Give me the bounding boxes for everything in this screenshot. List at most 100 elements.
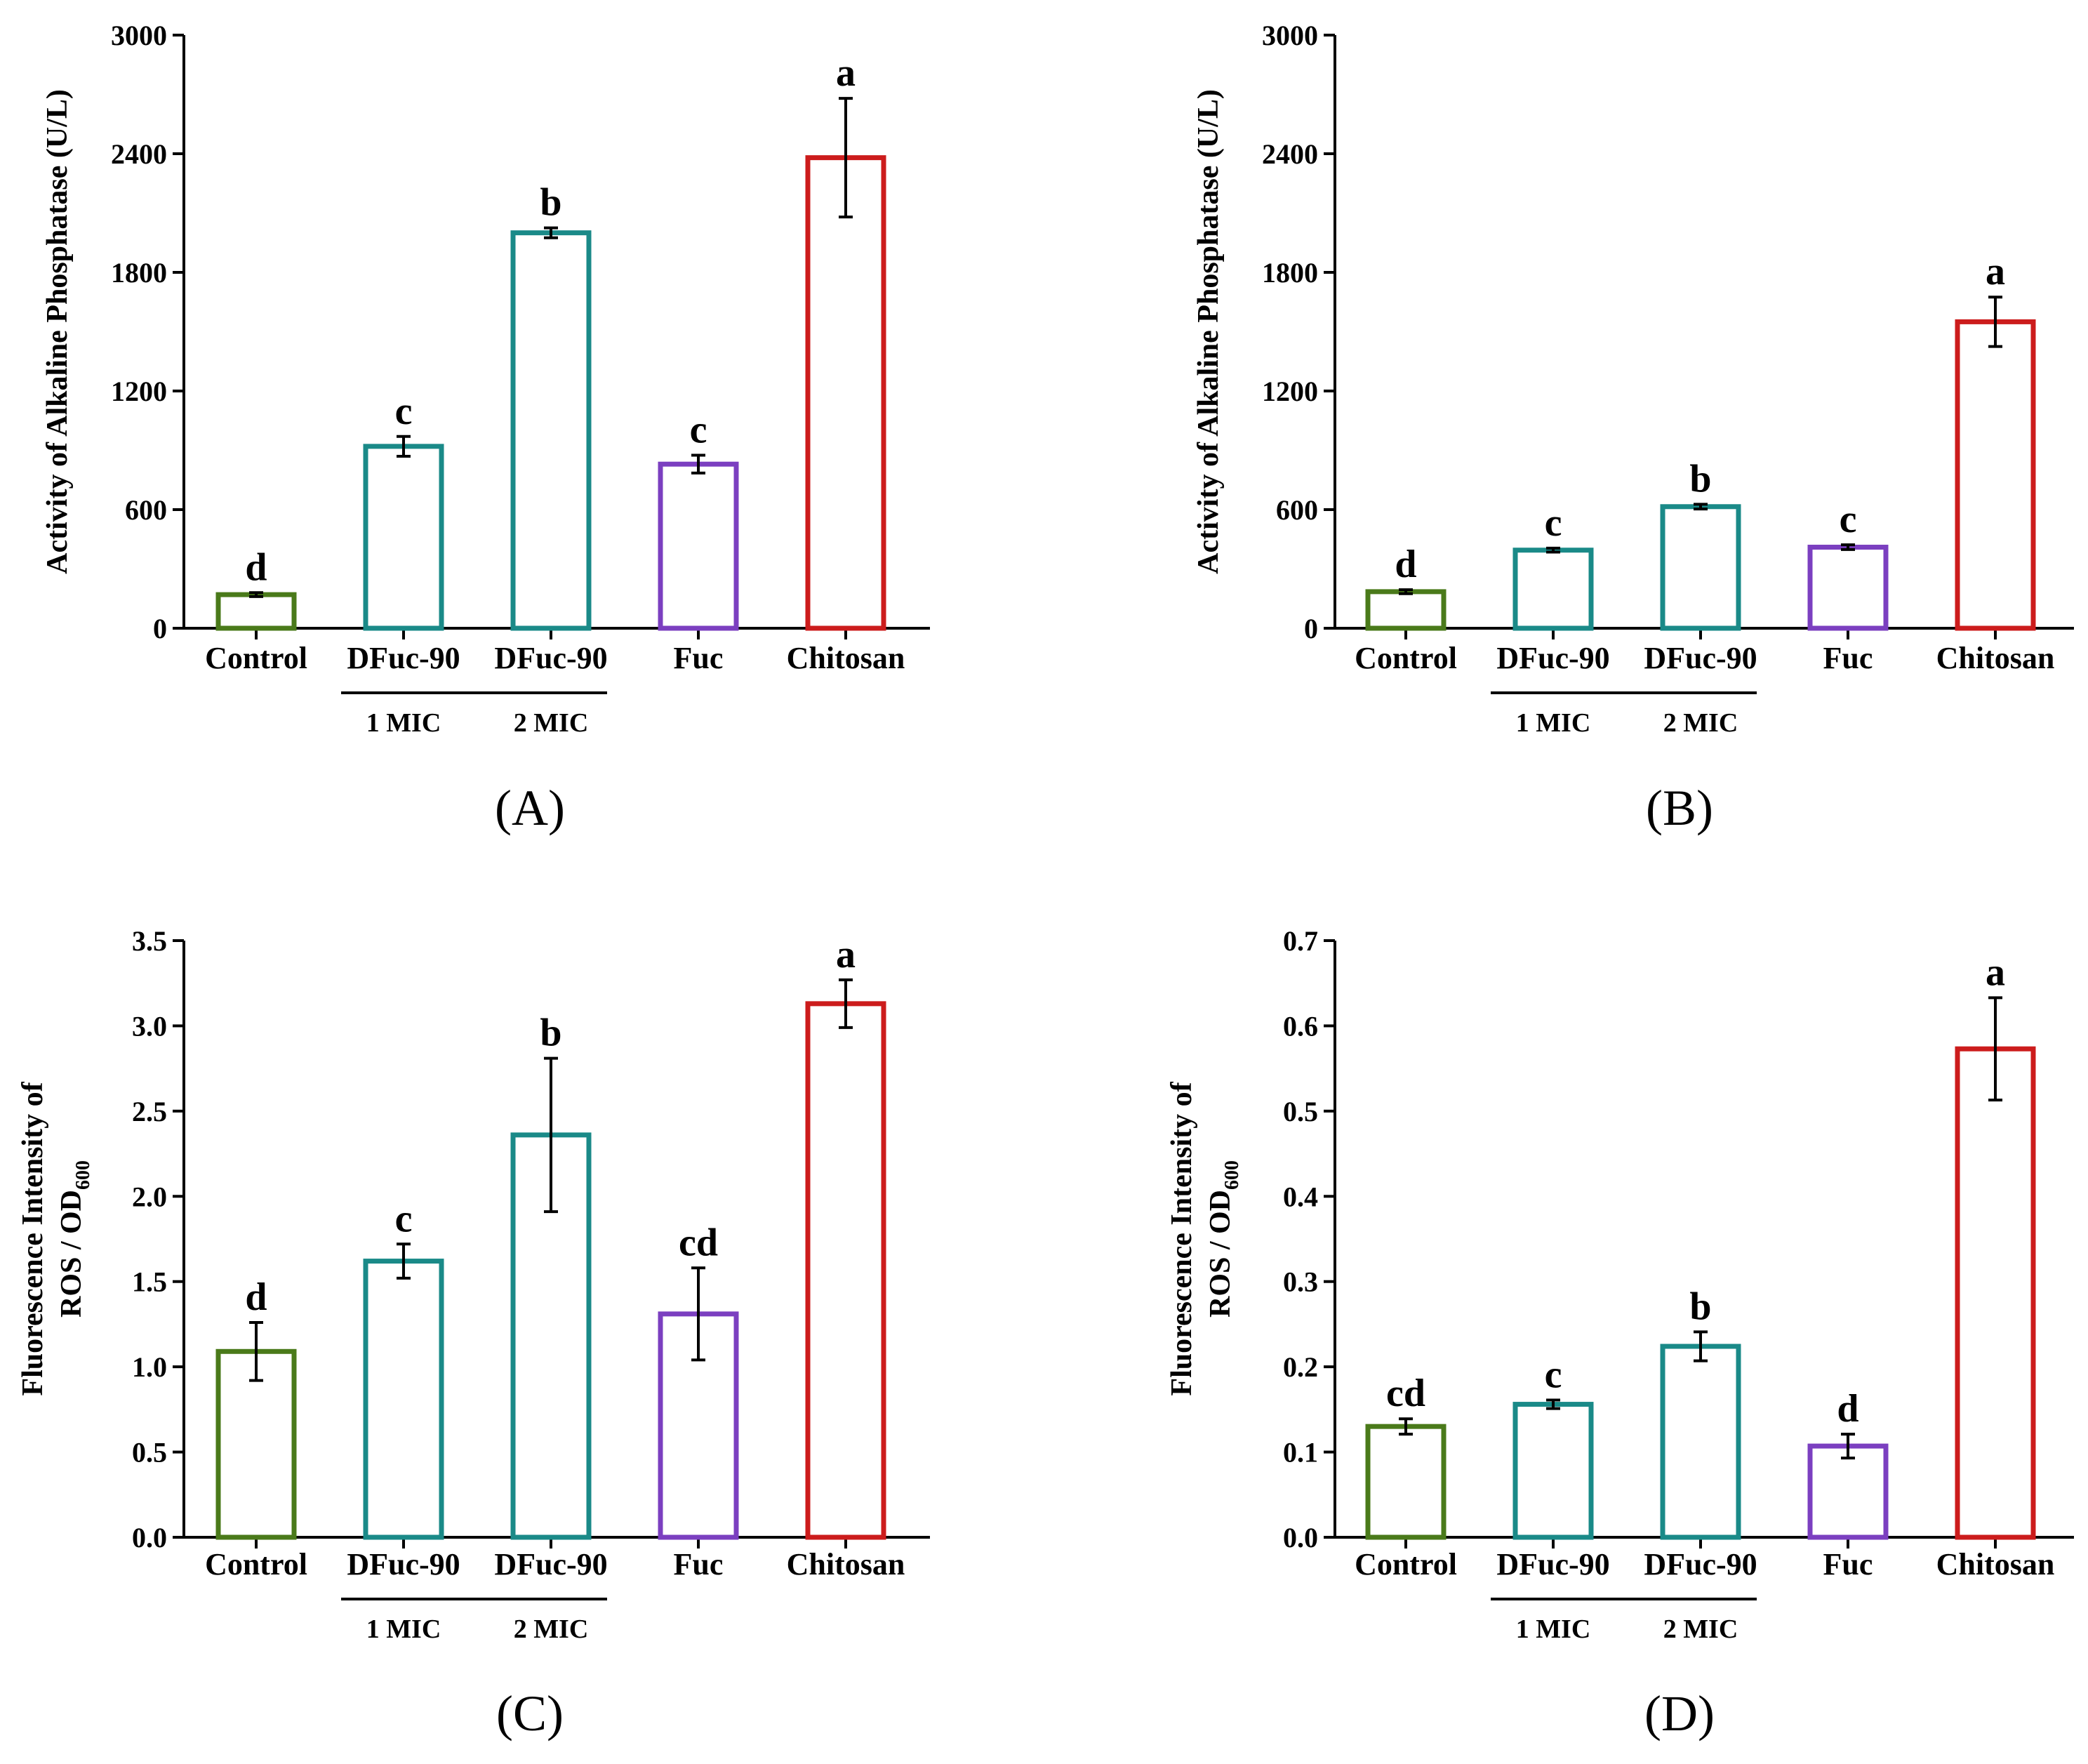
category-label: DFuc-90 bbox=[494, 1547, 607, 1581]
y-tick-label: 3.5 bbox=[132, 925, 167, 957]
significance-label: d bbox=[1837, 1387, 1858, 1431]
dose-label-1mic: 1 MIC bbox=[366, 1614, 441, 1644]
bar bbox=[1955, 1046, 2036, 1540]
y-tick-label: 600 bbox=[1276, 494, 1318, 526]
category-label: DFuc-90 bbox=[1644, 641, 1757, 675]
category-label: Control bbox=[1355, 641, 1457, 675]
y-tick-label: 0.5 bbox=[132, 1437, 167, 1468]
y-axis-label: Activity of Alkaline Phosphatase (U/L) bbox=[1192, 89, 1225, 574]
y-axis-label-line2: ROS / OD600 bbox=[55, 1160, 94, 1318]
significance-label: a bbox=[1986, 950, 2005, 994]
significance-label: d bbox=[245, 545, 267, 589]
y-tick-label: 0.5 bbox=[1283, 1096, 1318, 1127]
bar bbox=[1807, 1443, 1889, 1540]
bar bbox=[1365, 1424, 1447, 1540]
panel-label: (B) bbox=[1646, 780, 1713, 836]
dose-label-2mic: 2 MIC bbox=[514, 1614, 589, 1644]
bar bbox=[1512, 548, 1594, 631]
y-axis-label-line2: ROS / OD600 bbox=[1204, 1160, 1243, 1318]
y-tick-label: 3.0 bbox=[132, 1010, 167, 1042]
panel-c: 0.0 0.5 1.0 1.5 2.0 2.5 3.0 3.5 d Control c DFuc-90… bbox=[17, 925, 930, 1742]
bar bbox=[1660, 504, 1741, 631]
y-tick-label: 1200 bbox=[1262, 376, 1318, 407]
category-label: DFuc-90 bbox=[1496, 641, 1609, 675]
y-tick-label: 0.2 bbox=[1283, 1351, 1318, 1383]
significance-label: c bbox=[1545, 501, 1562, 545]
dose-label-1mic: 1 MIC bbox=[1516, 708, 1591, 738]
significance-label: b bbox=[540, 181, 561, 225]
category-label: Chitosan bbox=[1936, 641, 2055, 675]
panel-label: (D) bbox=[1644, 1685, 1715, 1742]
significance-label: d bbox=[1395, 543, 1416, 586]
significance-label: cd bbox=[1386, 1372, 1425, 1415]
y-tick-label: 2400 bbox=[1262, 138, 1318, 170]
y-tick-label: 2.0 bbox=[132, 1181, 167, 1212]
y-axis-label: Activity of Alkaline Phosphatase (U/L) bbox=[41, 89, 74, 574]
y-tick-label: 0.6 bbox=[1283, 1010, 1318, 1042]
dose-label-1mic: 1 MIC bbox=[366, 708, 441, 738]
bar bbox=[363, 1259, 444, 1540]
significance-label: b bbox=[1689, 1285, 1711, 1328]
bar bbox=[805, 1001, 886, 1540]
y-axis-label-line1: Fluorescence Intensity of bbox=[17, 1081, 49, 1395]
significance-label: b bbox=[1689, 457, 1711, 500]
y-tick-label: 3000 bbox=[1262, 20, 1318, 51]
category-label: Fuc bbox=[674, 641, 724, 675]
y-tick-label: 0 bbox=[1304, 613, 1318, 644]
y-tick-label: 0.1 bbox=[1283, 1437, 1318, 1468]
category-label: DFuc-90 bbox=[347, 641, 460, 675]
panel-a: 0 600 1200 1800 2400 3000 d Control c DFuc-90 b DFu… bbox=[41, 20, 930, 836]
bar bbox=[1512, 1402, 1594, 1540]
significance-label: c bbox=[1545, 1353, 1562, 1397]
y-tick-label: 0 bbox=[153, 613, 167, 644]
y-axis-label-subscript: 600 bbox=[1221, 1160, 1243, 1190]
bar bbox=[1955, 319, 2036, 631]
y-tick-label: 2400 bbox=[111, 138, 167, 170]
category-label: Chitosan bbox=[1936, 1547, 2055, 1581]
y-tick-label: 0.0 bbox=[132, 1522, 167, 1553]
category-label: Control bbox=[205, 641, 307, 675]
category-label: Chitosan bbox=[787, 1547, 905, 1581]
y-tick-label: 3000 bbox=[111, 20, 167, 51]
panel-label: (A) bbox=[495, 780, 565, 836]
bar bbox=[1807, 545, 1889, 631]
dose-label-2mic: 2 MIC bbox=[1663, 1614, 1738, 1644]
y-axis-label-line1: Fluorescence Intensity of bbox=[1166, 1081, 1198, 1395]
panel-label: (C) bbox=[496, 1685, 564, 1742]
y-tick-label: 1.5 bbox=[132, 1266, 167, 1298]
y-tick-label: 0.0 bbox=[1283, 1522, 1318, 1553]
significance-label: a bbox=[836, 933, 856, 976]
dose-label-2mic: 2 MIC bbox=[1663, 708, 1738, 738]
significance-label: c bbox=[395, 390, 413, 433]
significance-label: a bbox=[1986, 250, 2005, 293]
y-tick-label: 1800 bbox=[111, 257, 167, 289]
y-tick-label: 2.5 bbox=[132, 1096, 167, 1127]
bar bbox=[1660, 1344, 1741, 1540]
category-label: Control bbox=[205, 1547, 307, 1581]
panel-d: 0.0 0.1 0.2 0.3 0.4 0.5 0.6 0.7 cd Control c DFuc-9… bbox=[1166, 925, 2074, 1742]
dose-label-2mic: 2 MIC bbox=[514, 708, 589, 738]
significance-label: c bbox=[690, 409, 707, 452]
bar bbox=[510, 230, 592, 631]
significance-label: a bbox=[836, 51, 856, 95]
dose-label-1mic: 1 MIC bbox=[1516, 1614, 1591, 1644]
category-label: Chitosan bbox=[787, 641, 905, 675]
y-tick-label: 600 bbox=[125, 494, 167, 526]
category-label: Fuc bbox=[1823, 1547, 1873, 1581]
y-axis-label-main: ROS / OD bbox=[55, 1190, 88, 1318]
category-label: Fuc bbox=[1823, 641, 1873, 675]
bar bbox=[215, 592, 297, 631]
significance-label: c bbox=[395, 1197, 413, 1240]
significance-label: c bbox=[1840, 498, 1857, 541]
bar bbox=[363, 444, 444, 631]
category-label: DFuc-90 bbox=[1496, 1547, 1609, 1581]
panel-b: 0 600 1200 1800 2400 3000 d Control c DFuc-90 b DFu… bbox=[1192, 20, 2074, 836]
category-label: Control bbox=[1355, 1547, 1457, 1581]
bar bbox=[658, 461, 739, 631]
significance-label: b bbox=[540, 1012, 561, 1055]
y-tick-label: 1200 bbox=[111, 376, 167, 407]
category-label: DFuc-90 bbox=[1644, 1547, 1757, 1581]
bar bbox=[805, 155, 886, 631]
significance-label: cd bbox=[679, 1221, 718, 1264]
